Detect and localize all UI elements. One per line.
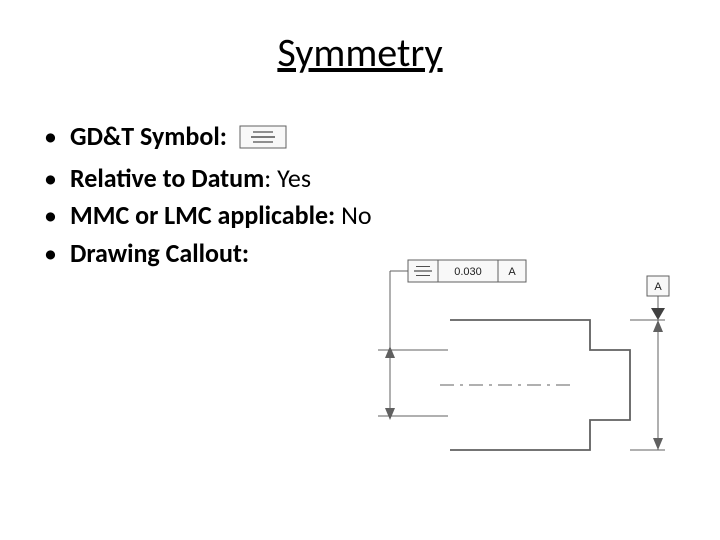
fcf-tolerance-value: 0.030 <box>454 266 482 278</box>
bullet-gdt-symbol: GD&T Symbol: <box>36 118 372 160</box>
symmetry-symbol-inline <box>239 122 287 160</box>
bullet-relative-datum: Relative to Datum: Yes <box>36 160 372 198</box>
datum-letter: A <box>654 281 662 293</box>
bullet-relative-datum-value: : Yes <box>264 162 311 194</box>
bullet-mmc-lmc-label: MMC or LMC applicable: <box>70 199 335 231</box>
drawing-callout-diagram: 0.030 A A <box>370 250 700 505</box>
arrow-down-icon <box>385 408 395 420</box>
bullet-mmc-lmc: MMC or LMC applicable: No <box>36 197 372 235</box>
slide-title: Symmetry <box>0 28 720 77</box>
arrow-up-icon <box>653 320 663 332</box>
bullet-relative-datum-label: Relative to Datum <box>70 162 264 194</box>
arrow-down-icon <box>653 438 663 450</box>
feature-control-frame: 0.030 A <box>408 260 526 282</box>
bullet-gdt-symbol-label: GD&T Symbol: <box>70 120 227 152</box>
bullet-list: GD&T Symbol: Relative to Datum: Yes MMC … <box>36 118 372 273</box>
datum-feature-symbol: A <box>647 276 669 320</box>
bullet-drawing-callout: Drawing Callout: <box>36 235 372 273</box>
arrow-up-icon <box>385 346 395 358</box>
bullet-mmc-lmc-value: No <box>335 199 371 231</box>
bullet-drawing-callout-label: Drawing Callout: <box>70 237 249 269</box>
fcf-datum-ref: A <box>508 266 516 278</box>
